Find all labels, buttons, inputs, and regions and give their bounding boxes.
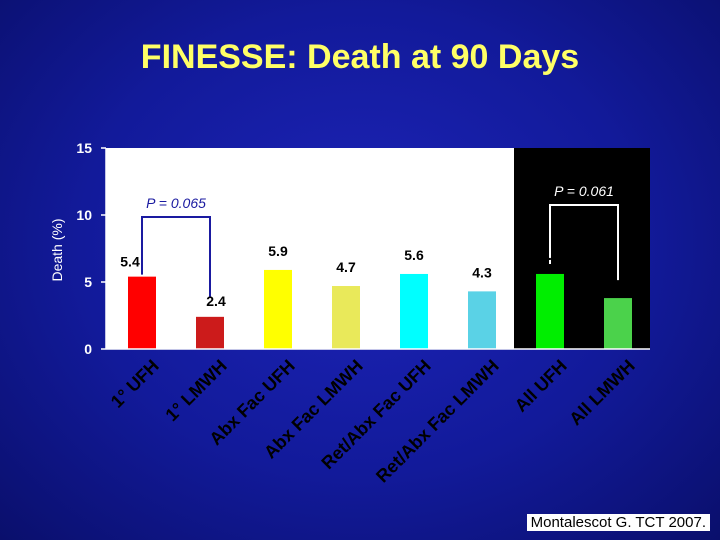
category-label-8: All LMWH — [565, 356, 639, 430]
value-label-5: 5.6 — [404, 247, 424, 263]
plot-background — [106, 148, 650, 349]
value-label-7: 5.6 — [540, 247, 560, 263]
p-value-label-1: P = 0.065 — [146, 195, 206, 211]
axes-group — [101, 147, 650, 350]
y-tick-label-0: 0 — [84, 341, 92, 357]
citation-footer: Montalescot G. TCT 2007. — [526, 514, 710, 531]
category-label-1: 1° UFH — [107, 356, 163, 412]
y-tick-label-5: 5 — [84, 274, 92, 290]
category-label-6: Ret/Abx Fac LMWH — [372, 356, 503, 487]
bar-3 — [264, 269, 292, 349]
plot-area-white — [106, 148, 514, 349]
slide-title: FINESSE: Death at 90 Days — [140, 38, 580, 76]
bar-4 — [332, 286, 360, 349]
bar-8 — [604, 298, 632, 349]
bars-group — [128, 269, 632, 349]
p-value-label-2: P = 0.061 — [554, 183, 614, 199]
bar-6 — [468, 291, 496, 349]
bar-7 — [536, 273, 564, 349]
value-label-8: 3.8 — [608, 271, 628, 287]
y-tick-label-15: 15 — [76, 140, 92, 156]
value-label-1: 5.4 — [120, 254, 140, 270]
value-label-4: 4.7 — [336, 259, 356, 275]
y-tick-label-10: 10 — [76, 207, 92, 223]
bar-1 — [128, 276, 156, 349]
value-label-6: 4.3 — [472, 264, 492, 280]
bar-2 — [196, 316, 224, 349]
y-axis-label: Death (%) — [49, 218, 65, 281]
value-label-2: 2.4 — [206, 293, 226, 309]
category-label-2: 1° LMWH — [161, 356, 230, 425]
bar-5 — [400, 273, 428, 349]
category-label-7: All UFH — [511, 356, 571, 416]
p-value-bracket-2 — [549, 204, 619, 281]
p-value-brackets — [141, 204, 619, 297]
p-value-bracket-1 — [141, 216, 211, 297]
value-label-3: 5.9 — [268, 243, 288, 259]
